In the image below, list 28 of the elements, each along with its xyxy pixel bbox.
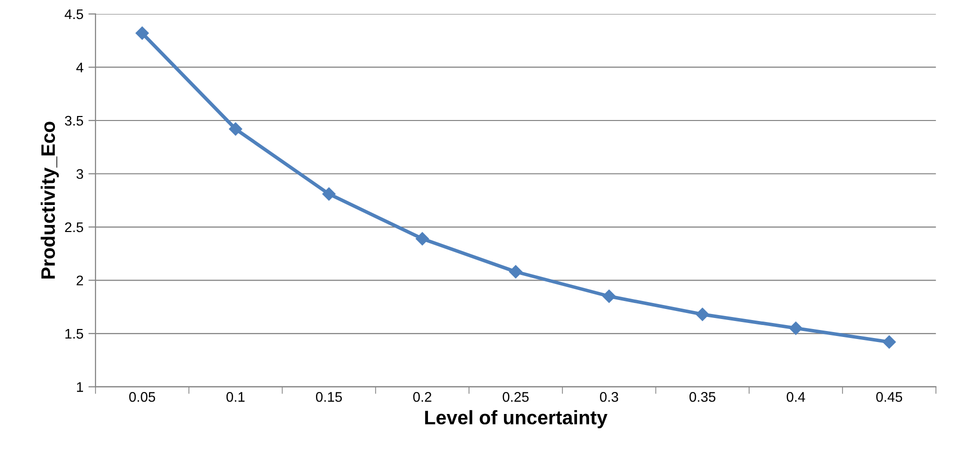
x-tick-label: 0.2	[413, 392, 432, 402]
x-axis-title: Level of uncertainty	[425, 410, 608, 428]
point	[416, 232, 429, 246]
y-tick-label: 3	[76, 169, 84, 179]
y-tick-label: 3.5	[64, 116, 84, 126]
x-tick-label: 0.45	[876, 392, 902, 402]
point	[136, 26, 149, 40]
y-tick-label: 1.5	[65, 329, 84, 339]
x-tick-label: 0.1	[226, 392, 245, 402]
point	[696, 308, 710, 321]
x-tick-label: 0.3	[600, 392, 618, 402]
point	[509, 265, 522, 278]
point	[602, 290, 616, 303]
point	[322, 187, 336, 201]
x-tick-label: 0.05	[129, 392, 156, 402]
y-axis-title: Productivity_Eco	[40, 122, 59, 278]
x-tick-label: 0.15	[316, 392, 342, 402]
y-tick-label: 4	[76, 62, 84, 72]
y-tick-label: 2	[76, 276, 83, 286]
point	[789, 322, 802, 335]
y-tick-label: 4.5	[64, 9, 84, 20]
x-tick-label: 0.4	[786, 392, 806, 402]
y-tick-label: 2.5	[65, 222, 84, 232]
point	[882, 335, 896, 349]
point	[228, 122, 242, 136]
y-tick-label: 1	[77, 382, 84, 392]
x-tick-label: 0.25	[502, 392, 529, 402]
x-tick-label: 0.35	[689, 392, 716, 402]
